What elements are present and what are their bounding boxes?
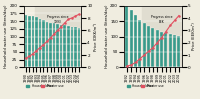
Bar xyxy=(78,28,80,67)
Bar xyxy=(74,27,77,67)
Bar xyxy=(32,16,34,67)
Y-axis label: Price (DKK/m³): Price (DKK/m³) xyxy=(94,22,98,51)
Bar xyxy=(130,10,133,67)
Bar xyxy=(147,26,150,67)
Text: Progress since
1993: Progress since 1993 xyxy=(47,15,68,24)
Bar xyxy=(156,30,159,67)
Bar xyxy=(138,20,141,67)
Bar xyxy=(177,36,180,67)
Bar xyxy=(134,15,137,67)
Bar xyxy=(49,23,52,67)
Y-axis label: Household water use (litres/day): Household water use (litres/day) xyxy=(105,5,109,68)
Text: Progress since
EEK: Progress since EEK xyxy=(151,15,172,24)
Bar xyxy=(173,35,176,67)
Y-axis label: Household water use (litres/day): Household water use (litres/day) xyxy=(4,5,8,68)
Bar xyxy=(53,23,55,67)
Bar xyxy=(67,26,70,67)
Bar xyxy=(56,24,59,67)
Legend: Household water use: Household water use xyxy=(126,83,165,89)
Bar xyxy=(46,22,48,67)
Bar xyxy=(60,25,62,67)
Bar xyxy=(151,28,154,67)
Bar xyxy=(35,6,81,67)
Bar xyxy=(142,6,181,67)
Bar xyxy=(42,20,45,67)
Bar xyxy=(164,33,167,67)
Bar xyxy=(39,19,41,67)
Bar xyxy=(28,16,31,67)
Legend: Price: Price xyxy=(140,83,155,89)
Bar xyxy=(125,6,128,67)
Bar xyxy=(25,15,27,67)
Bar xyxy=(63,25,66,67)
Bar xyxy=(143,23,146,67)
Legend: Price: Price xyxy=(40,83,55,89)
Y-axis label: Price (EEK/m³): Price (EEK/m³) xyxy=(192,23,196,50)
Bar xyxy=(71,27,73,67)
Legend: Household water use: Household water use xyxy=(25,83,65,89)
Bar xyxy=(160,32,163,67)
Bar xyxy=(169,34,172,67)
Bar xyxy=(35,17,38,67)
